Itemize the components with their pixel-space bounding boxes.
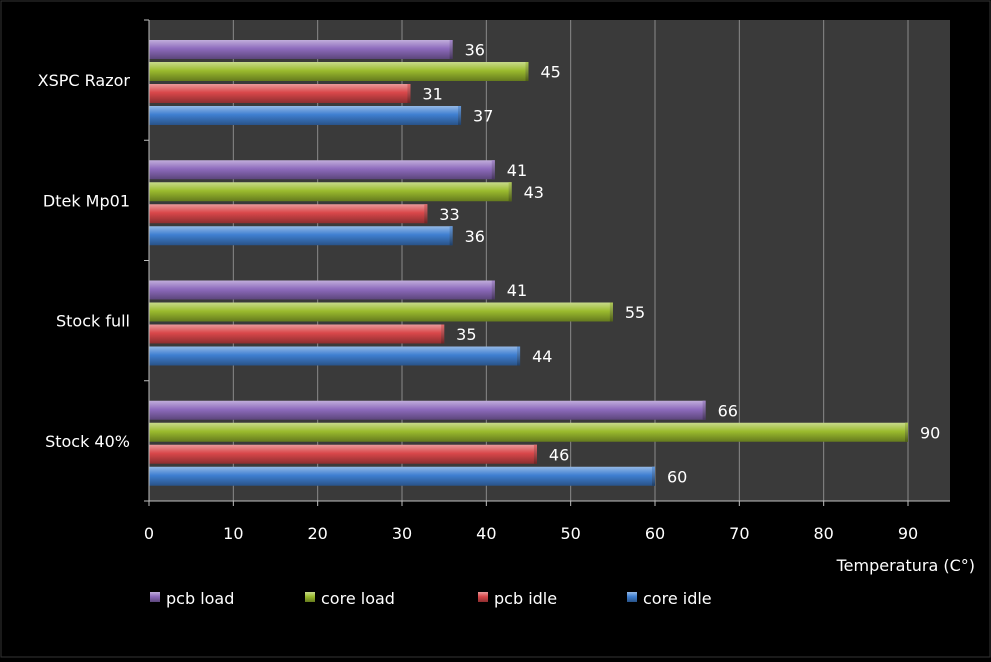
bar-core-load-xspc-razor bbox=[149, 62, 529, 81]
x-tick-label: 80 bbox=[813, 524, 833, 543]
bar-end-cap bbox=[491, 280, 495, 300]
legend-label: core load bbox=[321, 589, 395, 608]
legend-label: pcb load bbox=[166, 589, 234, 608]
x-tick-label: 50 bbox=[560, 524, 580, 543]
data-label: 90 bbox=[920, 423, 940, 442]
x-tick-label: 30 bbox=[392, 524, 412, 543]
legend-item-pcb-load: pcb load bbox=[150, 589, 234, 608]
data-label: 41 bbox=[507, 161, 527, 180]
bar-end-cap bbox=[441, 324, 445, 344]
bar-end-cap bbox=[517, 346, 521, 366]
category-label: Dtek Mp01 bbox=[43, 191, 130, 210]
data-label: 36 bbox=[465, 41, 485, 60]
bar-end-cap bbox=[533, 444, 537, 464]
legend: pcb load core load pcb idle core idle bbox=[150, 589, 712, 608]
bar-core-idle-xspc-razor bbox=[149, 106, 462, 125]
legend-label: core idle bbox=[643, 589, 712, 608]
bar-pcb-load-stock-40- bbox=[149, 400, 706, 420]
x-tick-label: 10 bbox=[223, 524, 243, 543]
bar-end-cap bbox=[424, 204, 428, 224]
data-label: 33 bbox=[439, 205, 459, 224]
bar-end-cap bbox=[449, 226, 453, 246]
bar-pcb-idle-dtek-mp01 bbox=[149, 204, 428, 224]
data-label: 35 bbox=[456, 325, 476, 344]
bar-end-cap bbox=[702, 400, 706, 420]
bar-pcb-load-stock-full bbox=[149, 280, 495, 300]
legend-item-core-load: core load bbox=[305, 589, 395, 608]
category-label: XSPC Razor bbox=[38, 71, 131, 90]
bar-core-load-dtek-mp01 bbox=[149, 182, 512, 202]
bar-core-idle-stock-full bbox=[149, 346, 521, 366]
data-label: 31 bbox=[422, 85, 442, 104]
bar-core-idle-stock-40- bbox=[149, 466, 655, 486]
bars bbox=[149, 40, 908, 486]
x-tick-label: 90 bbox=[898, 524, 918, 543]
bar-pcb-idle-stock-full bbox=[149, 324, 445, 344]
bar-pcb-idle-xspc-razor bbox=[149, 84, 411, 103]
bar-core-load-stock-40- bbox=[149, 422, 908, 442]
data-label: 60 bbox=[667, 467, 687, 486]
bar-end-cap bbox=[652, 466, 655, 486]
bar-pcb-load-xspc-razor bbox=[149, 40, 453, 59]
x-tick-label: 60 bbox=[645, 524, 665, 543]
bar-end-cap bbox=[407, 84, 411, 103]
data-label: 55 bbox=[625, 303, 645, 322]
data-labels: 36 45 31 37 41 43 33 36 41 55 35 44 66 90 46 60 bbox=[422, 41, 940, 487]
legend-swatch bbox=[627, 592, 637, 602]
legend-swatch bbox=[150, 592, 160, 602]
x-tick-label: 70 bbox=[729, 524, 749, 543]
bar-end-cap bbox=[905, 422, 908, 442]
x-tick-label: 20 bbox=[307, 524, 327, 543]
category-label: Stock full bbox=[56, 312, 130, 331]
data-label: 41 bbox=[507, 281, 527, 300]
data-label: 43 bbox=[524, 183, 544, 202]
legend-item-pcb-idle: pcb idle bbox=[478, 589, 557, 608]
x-tick-label: 40 bbox=[476, 524, 496, 543]
bar-end-cap bbox=[508, 182, 512, 202]
x-tick-label: 0 bbox=[144, 524, 154, 543]
bar-pcb-idle-stock-40- bbox=[149, 444, 537, 464]
legend-label: pcb idle bbox=[494, 589, 557, 608]
data-label: 36 bbox=[465, 227, 485, 246]
category-label: Stock 40% bbox=[45, 432, 130, 451]
legend-swatch bbox=[478, 592, 488, 602]
bar-pcb-load-dtek-mp01 bbox=[149, 160, 495, 180]
x-axis-title: Temperatura (C°) bbox=[836, 556, 975, 575]
data-label: 45 bbox=[541, 63, 561, 82]
data-label: 66 bbox=[718, 401, 738, 420]
legend-swatch bbox=[305, 592, 315, 602]
axes: 0 10 20 30 40 50 60 70 80 90 XSPC Razor Dtek Mp01 St… bbox=[38, 19, 975, 575]
bar-end-cap bbox=[525, 62, 529, 81]
data-label: 46 bbox=[549, 445, 569, 464]
bar-end-cap bbox=[449, 40, 453, 59]
bar-core-idle-dtek-mp01 bbox=[149, 226, 453, 246]
bar-end-cap bbox=[609, 302, 613, 322]
bar-end-cap bbox=[458, 106, 462, 125]
data-label: 37 bbox=[473, 107, 493, 126]
bar-core-load-stock-full bbox=[149, 302, 613, 322]
legend-item-core-idle: core idle bbox=[627, 589, 712, 608]
bar-end-cap bbox=[491, 160, 495, 180]
data-label: 44 bbox=[532, 347, 552, 366]
